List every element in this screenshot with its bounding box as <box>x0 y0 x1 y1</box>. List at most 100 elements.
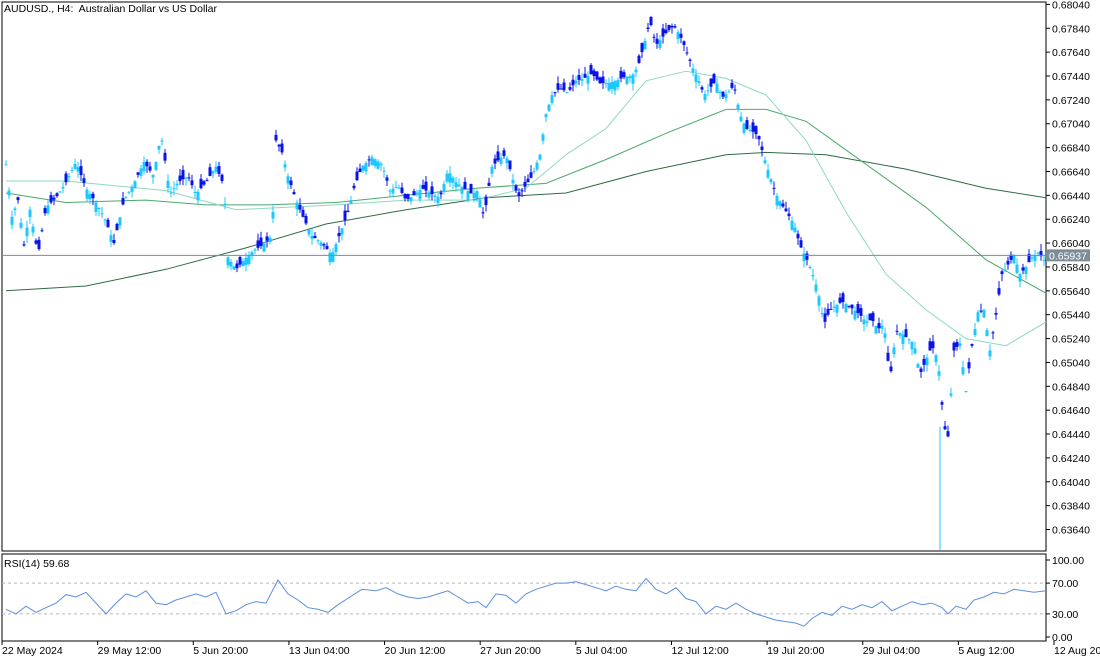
candle-body <box>865 321 869 323</box>
candle <box>898 332 902 339</box>
candle <box>457 178 461 188</box>
candle <box>226 256 230 269</box>
candle-body <box>613 81 617 91</box>
candle-body <box>427 192 431 198</box>
candle-body <box>871 312 875 322</box>
candle <box>232 266 236 271</box>
candle <box>253 248 257 255</box>
candle <box>124 196 128 199</box>
candle <box>997 281 1001 297</box>
x-tick-label: 29 May 12:00 <box>98 645 162 657</box>
candle-body <box>850 304 854 309</box>
candle-body <box>709 78 713 87</box>
candle-body <box>343 210 347 221</box>
candle-body <box>217 166 221 174</box>
candle <box>391 184 395 197</box>
candle <box>601 70 605 89</box>
candle <box>187 172 191 182</box>
candle <box>982 308 986 319</box>
candle <box>808 265 812 270</box>
candle <box>502 147 506 159</box>
candle <box>550 90 554 106</box>
candle <box>406 193 410 202</box>
candle-body <box>463 181 467 189</box>
candle-body <box>1009 254 1013 260</box>
candle <box>193 185 197 199</box>
candle-body <box>367 159 371 161</box>
candle-body <box>880 325 884 329</box>
candle <box>937 364 941 381</box>
candle-body <box>811 274 815 277</box>
candle-body <box>109 235 113 242</box>
candle-body <box>499 157 503 164</box>
candle <box>667 24 671 33</box>
candle <box>349 195 353 205</box>
rsi-tick-label: 70.00 <box>1052 578 1078 590</box>
candle <box>304 213 308 226</box>
candle <box>673 24 677 29</box>
candle <box>574 76 578 88</box>
candle-body <box>853 310 857 320</box>
candle-body <box>691 68 695 73</box>
candle <box>517 188 521 202</box>
candle-body <box>85 189 89 199</box>
candle-body <box>679 33 683 38</box>
candle-body <box>505 158 509 164</box>
candle-body <box>301 209 305 217</box>
candle-body <box>208 167 212 177</box>
candle-body <box>862 319 866 325</box>
candle-body <box>847 305 851 307</box>
candle-body <box>481 212 485 214</box>
candle-body <box>721 91 725 97</box>
candle <box>19 217 23 229</box>
candle <box>325 242 329 250</box>
candle <box>121 192 125 206</box>
candle-body <box>412 191 416 196</box>
candle <box>508 160 512 172</box>
candle-body <box>265 236 269 241</box>
candle <box>25 220 29 244</box>
candle-body <box>331 252 335 262</box>
candle <box>781 199 785 208</box>
candle <box>961 360 965 376</box>
candle-body <box>184 177 188 179</box>
candle-body <box>526 178 530 183</box>
candle-body <box>883 333 887 338</box>
candle <box>790 216 794 231</box>
candle <box>865 314 869 328</box>
y-tick-label: 0.65640 <box>1052 286 1090 298</box>
candle <box>91 191 95 206</box>
y-tick-label: 0.66640 <box>1052 166 1090 178</box>
candle <box>445 169 449 184</box>
candle <box>340 228 344 241</box>
candle <box>418 184 422 203</box>
candle <box>67 172 71 183</box>
candle-body <box>943 426 947 430</box>
candle <box>286 173 290 190</box>
candle-body <box>274 134 278 141</box>
current-price-label: 0.65937 <box>1049 250 1087 262</box>
candle <box>619 66 623 83</box>
candle <box>262 242 266 253</box>
candle <box>295 199 299 216</box>
chart-title: AUDUSD., H4: Australian Dollar vs US Dol… <box>4 3 217 15</box>
candle <box>622 69 626 80</box>
candle <box>112 233 116 245</box>
candle <box>49 191 53 205</box>
candle-body <box>541 134 545 141</box>
candle <box>976 309 980 323</box>
candle <box>160 137 164 146</box>
candle-body <box>1033 255 1037 261</box>
candle-body <box>493 158 497 164</box>
candle-body <box>646 27 650 30</box>
main-plot-frame <box>1 1 1047 552</box>
candle <box>4 160 8 166</box>
candle <box>610 76 614 94</box>
candle-body <box>43 208 47 214</box>
candle <box>289 176 293 189</box>
candle-body <box>796 233 800 239</box>
candle-body <box>211 171 215 174</box>
candle-body <box>349 200 353 204</box>
